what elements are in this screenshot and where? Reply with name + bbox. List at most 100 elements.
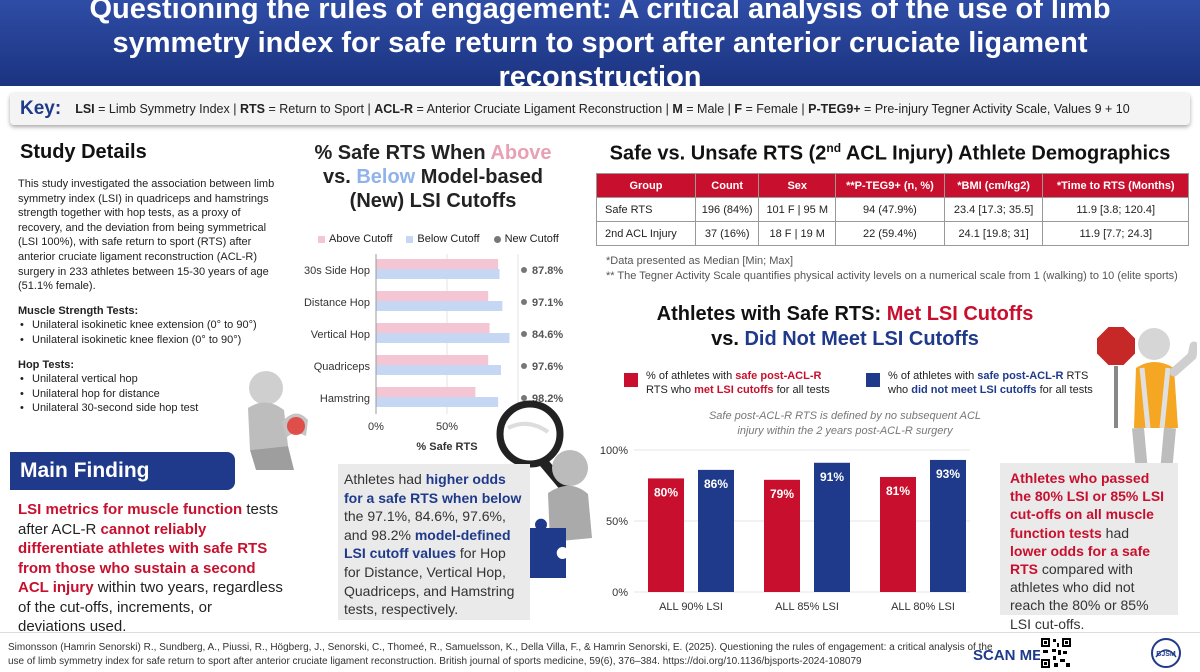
cutoff-marker [521, 331, 527, 337]
bar-value-label: 86% [704, 477, 728, 491]
bar-below-cutoff [376, 269, 500, 279]
table-header-row: Group Count Sex **P-TEG9+ (n, %) *BMI (c… [596, 173, 1189, 198]
cutoff-label: 84.6% [532, 329, 563, 341]
table-row: Safe RTS 196 (84%) 101 F | 95 M 94 (47.9… [596, 197, 1189, 222]
injured-knee-figure-icon [248, 371, 308, 470]
key-label: Key: [20, 98, 62, 119]
demographics-table: Group Count Sex **P-TEG9+ (n, %) *BMI (c… [596, 173, 1189, 246]
page-title: Questioning the rules of engagement: A c… [89, 0, 1111, 93]
table-cell: Safe RTS [596, 197, 696, 222]
table-header: Group [596, 173, 696, 198]
table-cell: 101 F | 95 M [758, 197, 837, 222]
bar-below-cutoff [376, 397, 499, 407]
cutoff-marker [521, 363, 527, 369]
table-notes: *Data presented as Median [Min; Max] ** … [606, 254, 1178, 284]
cutoff-label: 97.6% [532, 361, 563, 373]
hop-tests-heading: Hop Tests: [18, 358, 75, 371]
bar-not-met-cutoff [698, 469, 734, 592]
cutoff-marker [521, 395, 527, 401]
category-label: Distance Hop [304, 297, 370, 309]
table-row: 2nd ACL Injury 37 (16%) 18 F | 19 M 22 (… [596, 221, 1189, 246]
study-details-text: This study investigated the association … [18, 177, 278, 416]
bjsm-logo-text: BJSM [1156, 651, 1176, 658]
list-item: Unilateral isokinetic knee flexion (0° t… [18, 333, 278, 348]
chart2-note: Athletes who passed the 80% LSI or 85% L… [1000, 463, 1178, 632]
bar-met-cutoff [648, 478, 684, 592]
category-label: ALL 90% LSI [659, 601, 723, 613]
x-tick-label: 50% [436, 421, 458, 433]
stop-sign-figure-icon [1095, 325, 1197, 473]
study-paragraph: This study investigated the association … [18, 178, 275, 293]
qr-code-icon[interactable] [1040, 637, 1072, 669]
hop-tests-list: Unilateral vertical hop Unilateral hop f… [18, 372, 278, 416]
study-details-heading: Study Details [20, 141, 147, 163]
table-cell: 24.1 [19.8; 31] [943, 221, 1044, 246]
list-item: Unilateral isokinetic knee extension (0°… [18, 318, 278, 333]
bjsm-logo-icon: BJSM [1151, 638, 1181, 668]
bar-below-cutoff [376, 333, 510, 343]
strength-tests-list: Unilateral isokinetic knee extension (0°… [18, 318, 278, 347]
cutoff-label: 87.8% [532, 265, 563, 277]
table-cell: 37 (16%) [694, 221, 760, 246]
category-label: ALL 85% LSI [775, 601, 839, 613]
x-axis-label: % Safe RTS [416, 441, 477, 453]
legend-below: Below Cutoff [406, 233, 480, 245]
strength-tests-heading: Muscle Strength Tests: [18, 304, 139, 317]
footer-divider [0, 632, 1200, 633]
legend-swatch-blue [866, 373, 880, 387]
table-cell: 18 F | 19 M [758, 221, 837, 246]
chart2-legend-met: % of athletes with safe post-ACL-R RTS w… [624, 369, 844, 397]
table-cell: 196 (84%) [694, 197, 760, 222]
chart1-note: Athletes had higher odds for a safe RTS … [338, 464, 530, 620]
chart1-title: % Safe RTS When Above vs. Below Model-ba… [314, 142, 552, 212]
header-banner: Questioning the rules of engagement: A c… [0, 0, 1200, 93]
main-finding-text: LSI metrics for muscle function tests af… [18, 501, 283, 635]
category-label: Vertical Hop [311, 329, 370, 341]
list-item: Unilateral 30-second side hop test [18, 401, 278, 416]
chart2-legend-not-met: % of athletes with safe post-ACL-R RTS w… [866, 369, 1096, 397]
safe-rts-definition: Safe post-ACL-R RTS is defined by no sub… [708, 410, 982, 437]
table-title: Safe vs. Unsafe RTS (2nd ACL Injury) Ath… [609, 141, 1171, 165]
legend-new-cutoff: New Cutoff [493, 233, 559, 245]
table-note-median: *Data presented as Median [Min; Max] [606, 255, 794, 267]
y-tick-label: 0% [612, 587, 628, 599]
x-tick-label: 0% [368, 421, 384, 433]
table-cell: 11.9 [7.7; 24.3] [1042, 221, 1189, 246]
bar-above-cutoff [376, 387, 476, 397]
cutoff-marker [521, 267, 527, 273]
table-cell: 94 (47.9%) [835, 197, 945, 222]
list-item: Unilateral hop for distance [18, 387, 278, 402]
chart2-safe-rts-bars: 0% 50% 100% 80% 86% ALL 90% LSI 79% 91% ALL 85% … [600, 445, 970, 613]
category-label: ALL 80% LSI [891, 601, 955, 613]
y-tick-label: 100% [600, 445, 628, 457]
chart1-lsi-cutoffs: 30s Side Hop 87.8% Distance Hop 97.1% Vertic… [304, 254, 563, 453]
table-note-tegner: ** The Tegner Activity Scale quantifies … [606, 270, 1178, 282]
table-header: *Time to RTS (Months) [1042, 173, 1189, 198]
bar-value-label: 79% [770, 487, 794, 501]
table-cell: 23.4 [17.3; 35.5] [943, 197, 1044, 222]
bar-not-met-cutoff [930, 459, 966, 592]
category-label: Quadriceps [314, 361, 371, 373]
bar-value-label: 93% [936, 467, 960, 481]
main-finding-heading: Main Finding [10, 452, 235, 490]
bar-above-cutoff [376, 355, 489, 365]
key-bar: Key: LSI = Limb Symmetry Index | RTS = R… [10, 93, 1190, 125]
key-items: LSI = Limb Symmetry Index | RTS = Return… [75, 102, 1130, 116]
table-header: Sex [758, 173, 837, 198]
table-header: *BMI (cm/kg2) [943, 173, 1044, 198]
table-header: **P-TEG9+ (n, %) [835, 173, 945, 198]
scan-me-label: SCAN ME [973, 647, 1043, 664]
bar-above-cutoff [376, 291, 489, 301]
bar-not-met-cutoff [814, 462, 850, 592]
cutoff-marker [521, 299, 527, 305]
chart2-title: Athletes with Safe RTS: Met LSI Cutoffs … [656, 303, 1034, 350]
bar-value-label: 81% [886, 484, 910, 498]
bar-value-label: 80% [654, 485, 678, 499]
legend-swatch-red [624, 373, 638, 387]
bar-below-cutoff [376, 365, 501, 375]
list-item: Unilateral vertical hop [18, 372, 278, 387]
table-cell: 11.9 [3.8; 120.4] [1042, 197, 1189, 222]
cutoff-label: 97.1% [532, 297, 563, 309]
citation-text: Simonsson (Hamrin Senorski) R., Sundberg… [8, 642, 993, 667]
bar-below-cutoff [376, 301, 503, 311]
